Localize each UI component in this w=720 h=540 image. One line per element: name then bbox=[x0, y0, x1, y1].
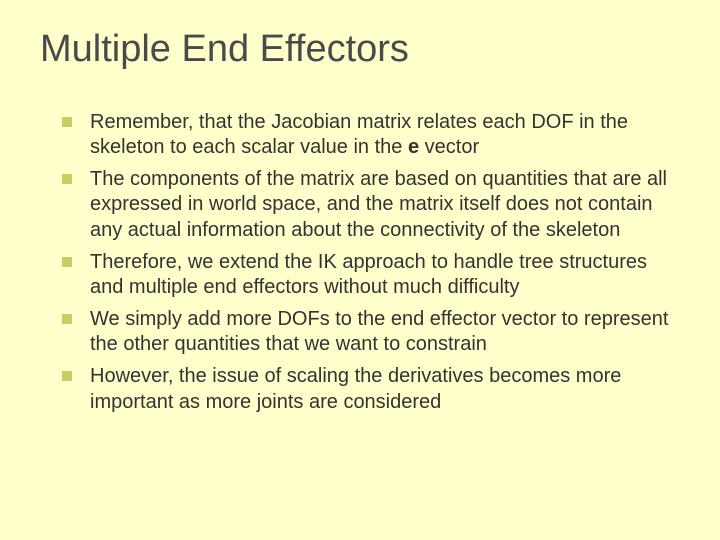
list-item: However, the issue of scaling the deriva… bbox=[62, 364, 680, 415]
bullet-text-post: vector bbox=[419, 136, 479, 158]
slide-container: Multiple End Effectors Remember, that th… bbox=[0, 0, 720, 540]
bullet-text-pre: We simply add more DOFs to the end effec… bbox=[90, 308, 668, 356]
list-item: Remember, that the Jacobian matrix relat… bbox=[62, 110, 680, 161]
list-item: The components of the matrix are based o… bbox=[62, 167, 680, 244]
list-item: We simply add more DOFs to the end effec… bbox=[62, 307, 680, 358]
bullet-text-pre: Therefore, we extend the IK approach to … bbox=[90, 251, 647, 299]
bullet-text-bold: e bbox=[408, 136, 419, 158]
slide-title: Multiple End Effectors bbox=[40, 28, 680, 72]
bullet-text-pre: Remember, that the Jacobian matrix relat… bbox=[90, 111, 628, 159]
bullet-list: Remember, that the Jacobian matrix relat… bbox=[40, 110, 680, 416]
list-item: Therefore, we extend the IK approach to … bbox=[62, 250, 680, 301]
bullet-text-pre: However, the issue of scaling the deriva… bbox=[90, 365, 621, 413]
bullet-text-pre: The components of the matrix are based o… bbox=[90, 168, 667, 241]
